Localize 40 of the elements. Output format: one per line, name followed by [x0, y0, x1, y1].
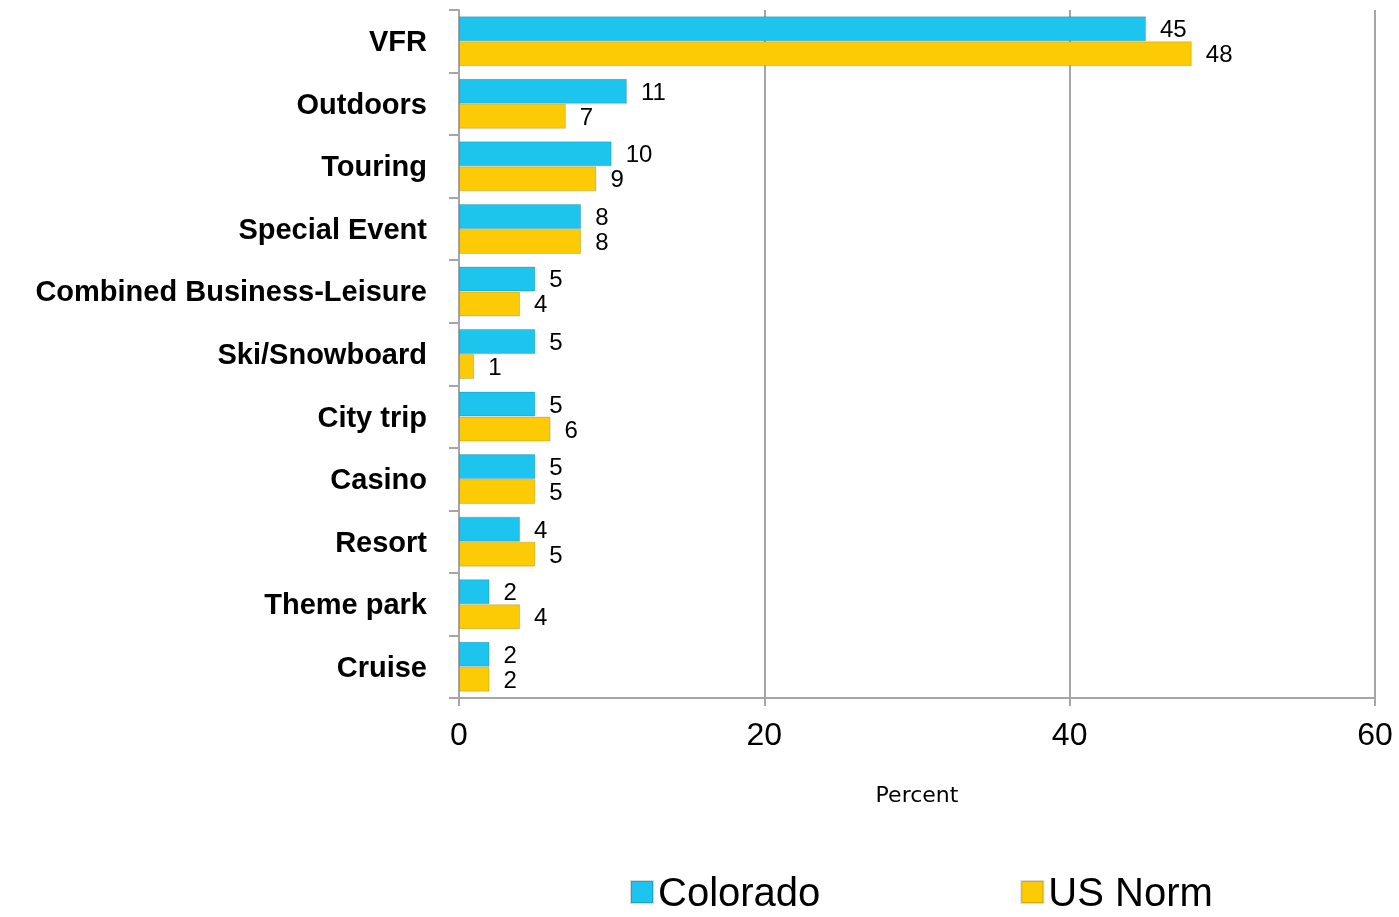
data-label: 2 — [503, 640, 517, 668]
x-tick-label: 20 — [746, 716, 783, 752]
legend-label: Colorado — [658, 870, 821, 914]
x-axis-title: Percent — [875, 781, 959, 807]
y-tick-label: VFR — [369, 25, 428, 58]
y-tick-label: Ski/Snowboard — [217, 338, 427, 370]
y-tick-label: Touring — [321, 150, 427, 183]
data-label: 5 — [549, 453, 563, 481]
data-label: 5 — [549, 478, 563, 506]
data-label: 4 — [534, 603, 548, 631]
y-tick-label: Combined Business-Leisure — [35, 275, 427, 308]
data-label: 10 — [625, 140, 653, 168]
data-label: 5 — [549, 390, 563, 418]
y-tick-label: Outdoors — [296, 87, 427, 120]
data-label: 9 — [610, 165, 624, 193]
data-label: 8 — [595, 202, 609, 230]
x-tick-label: 60 — [1357, 716, 1393, 752]
data-label: 5 — [549, 540, 563, 568]
y-tick-label: City trip — [317, 400, 427, 433]
data-label: 8 — [595, 227, 609, 255]
x-tick-label: 40 — [1051, 716, 1088, 752]
y-tick-label: Theme park — [264, 588, 428, 621]
data-label: 2 — [503, 578, 517, 606]
data-label: 48 — [1205, 40, 1233, 68]
data-label: 4 — [534, 515, 548, 543]
data-label: 45 — [1160, 15, 1187, 43]
data-label: 4 — [534, 290, 548, 318]
data-label: 1 — [488, 353, 502, 380]
data-label: 5 — [549, 265, 563, 293]
data-label: 7 — [579, 102, 594, 130]
x-tick-label: 0 — [450, 716, 468, 752]
y-tick-label: Cruise — [336, 650, 427, 683]
data-label: 11 — [640, 77, 666, 105]
y-tick-label: Special Event — [238, 212, 428, 245]
y-tick-label: Casino — [330, 463, 427, 496]
data-label: 6 — [564, 415, 578, 443]
data-label: 2 — [503, 665, 517, 693]
legend-label: US Norm — [1048, 870, 1213, 914]
data-label: 5 — [549, 328, 563, 355]
y-tick-label: Resort — [335, 525, 428, 558]
